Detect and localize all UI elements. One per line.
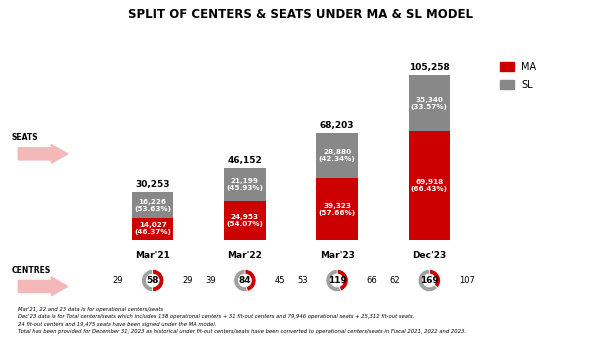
Text: 29: 29 [182, 276, 193, 285]
Wedge shape [326, 269, 341, 292]
Text: Mar'23: Mar'23 [320, 251, 355, 260]
Bar [316, 133, 358, 178]
Bar [132, 192, 173, 218]
Wedge shape [429, 269, 440, 288]
Bar [224, 201, 266, 240]
Text: 53: 53 [297, 276, 308, 285]
Text: 39: 39 [205, 276, 215, 285]
Wedge shape [234, 269, 247, 292]
Text: 35,340
(33.57%): 35,340 (33.57%) [411, 97, 448, 109]
Text: 105,258: 105,258 [409, 63, 449, 72]
Text: 69,918
(66.43%): 69,918 (66.43%) [411, 178, 448, 192]
Bar [224, 168, 266, 201]
Text: 119: 119 [328, 276, 347, 285]
Text: SPLIT OF CENTERS & SEATS UNDER MA & SL MODEL: SPLIT OF CENTERS & SEATS UNDER MA & SL M… [128, 8, 473, 21]
Text: Dec'23 data is for Total centers/seats which includes 138 operational centers + : Dec'23 data is for Total centers/seats w… [18, 314, 415, 319]
Legend: MA, SL: MA, SL [496, 58, 541, 94]
Text: 66: 66 [367, 276, 377, 285]
Text: Mar'21, 22 and 23 data is for operational centers/seats: Mar'21, 22 and 23 data is for operationa… [18, 307, 163, 312]
Bar [409, 131, 450, 240]
Text: 45: 45 [274, 276, 285, 285]
Bar [316, 178, 358, 240]
Wedge shape [245, 269, 256, 291]
Text: 30,253: 30,253 [136, 180, 170, 189]
Wedge shape [142, 269, 153, 292]
Text: CENTRES: CENTRES [12, 266, 51, 275]
Text: 107: 107 [458, 276, 475, 285]
Bar [132, 218, 173, 240]
Text: Mar'22: Mar'22 [227, 251, 262, 260]
Wedge shape [337, 269, 348, 291]
Text: 14,027
(46.37%): 14,027 (46.37%) [134, 222, 171, 235]
Text: Mar'21: Mar'21 [135, 251, 170, 260]
Text: 29: 29 [113, 276, 124, 285]
Text: 62: 62 [389, 276, 400, 285]
Text: 24 fit-out centers and 19,475 seats have been signed under the MA model.: 24 fit-out centers and 19,475 seats have… [18, 322, 217, 327]
FancyArrow shape [19, 277, 68, 296]
Text: 68,203: 68,203 [320, 121, 355, 130]
Wedge shape [418, 269, 437, 292]
Text: 28,880
(42.34%): 28,880 (42.34%) [319, 149, 355, 162]
Text: 24,953
(54.07%): 24,953 (54.07%) [226, 214, 263, 227]
Text: 84: 84 [239, 276, 251, 285]
Text: Dec'23: Dec'23 [412, 251, 446, 260]
Text: 39,323
(57.66%): 39,323 (57.66%) [319, 203, 356, 216]
Text: 46,152: 46,152 [227, 156, 262, 165]
Text: 16,226
(53.63%): 16,226 (53.63%) [134, 199, 171, 211]
Bar [409, 75, 450, 131]
Text: Total has been provided for December 31, 2023 as historical under fit-out center: Total has been provided for December 31,… [18, 329, 466, 334]
Text: 21,199
(45.93%): 21,199 (45.93%) [226, 178, 263, 191]
Text: SEATS: SEATS [12, 133, 38, 142]
Wedge shape [153, 269, 164, 292]
Text: 58: 58 [146, 276, 159, 285]
Text: 169: 169 [420, 276, 439, 285]
FancyArrow shape [19, 144, 68, 163]
